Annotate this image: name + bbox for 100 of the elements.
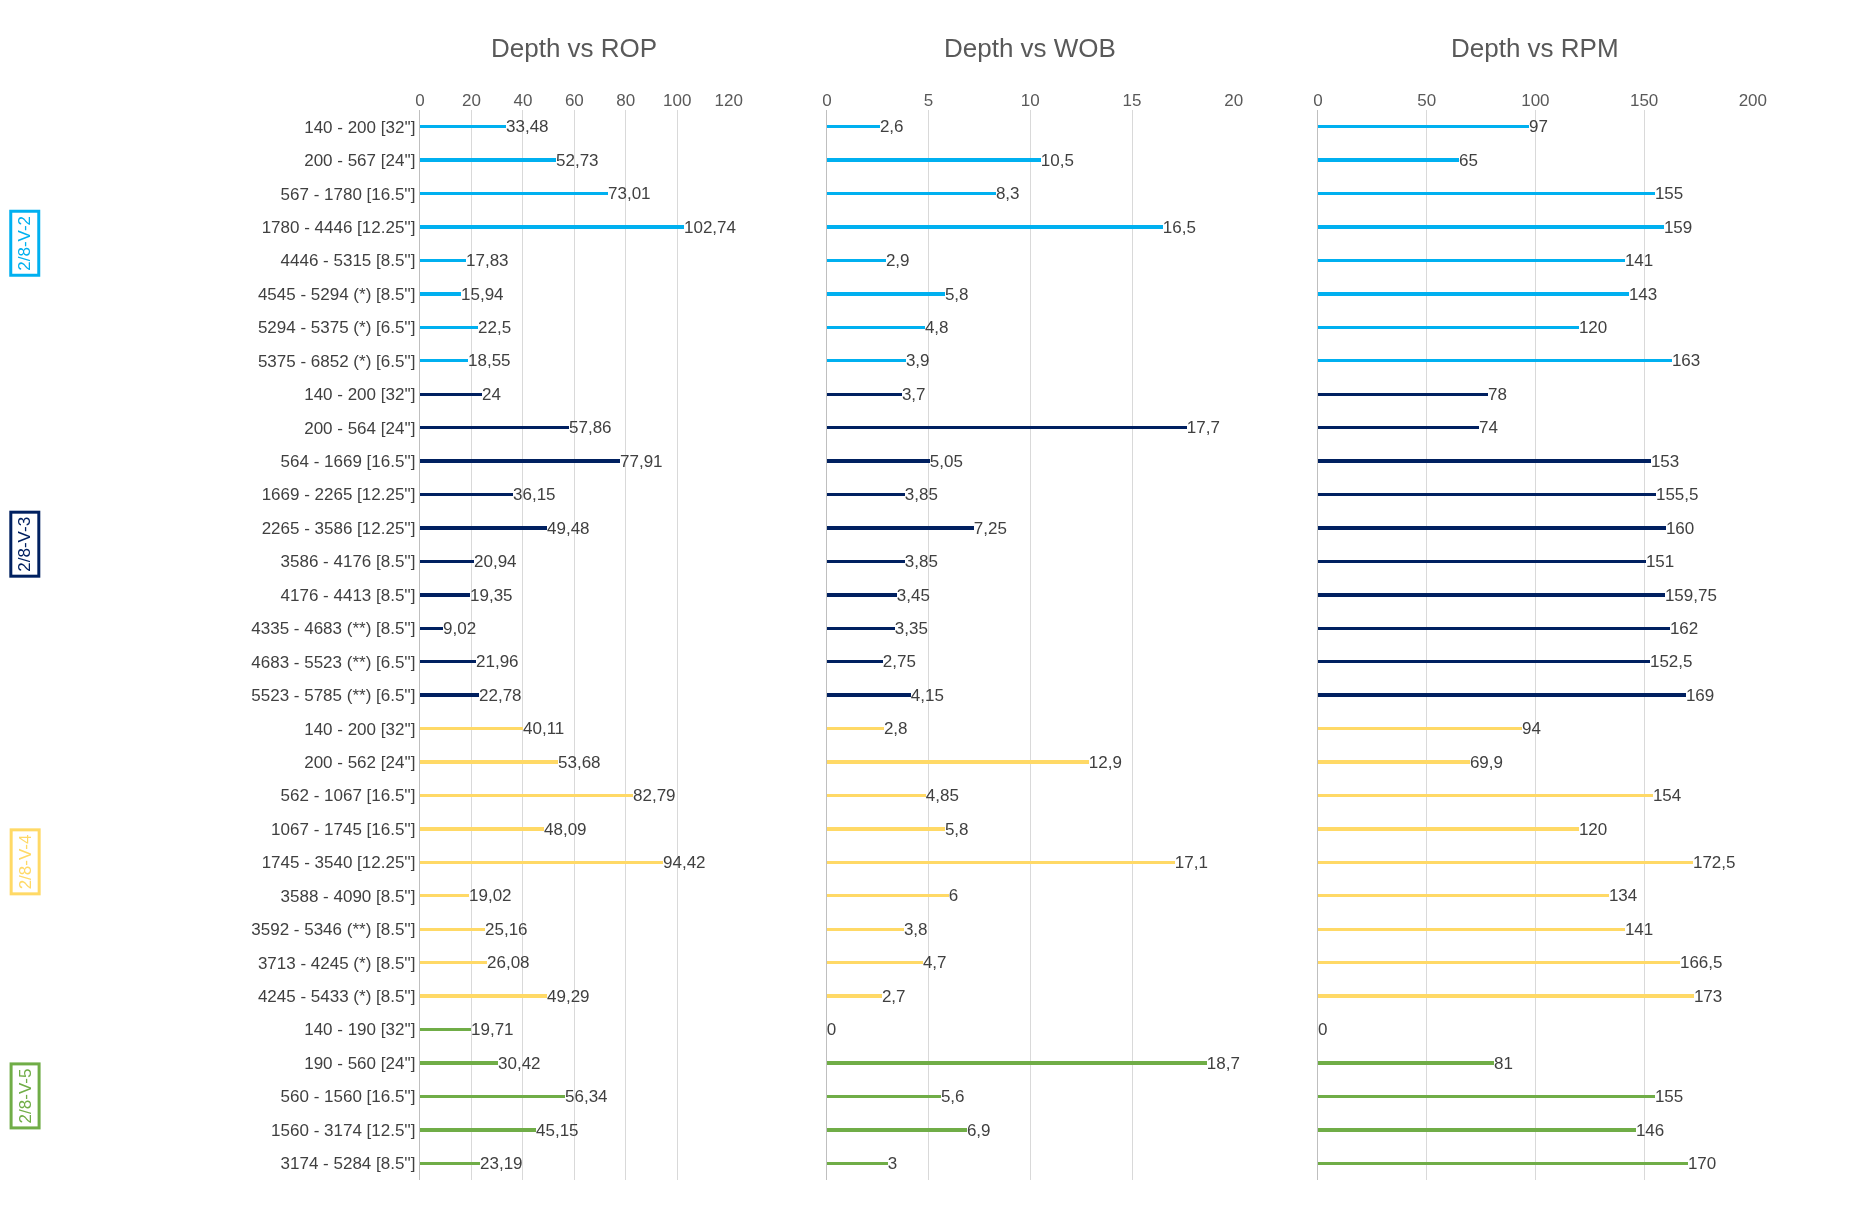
bar (1317, 192, 1655, 195)
data-label: 155 (1654, 1087, 1684, 1106)
bar (420, 225, 684, 229)
data-label: 19,35 (470, 585, 513, 605)
data-label: 5,8 (944, 819, 969, 839)
bar (1317, 894, 1609, 897)
data-label: 9,02 (443, 619, 477, 638)
bar (1317, 1128, 1636, 1132)
data-label: 120 (1578, 819, 1608, 839)
bar (826, 994, 882, 998)
data-label: 25,16 (485, 920, 528, 939)
data-label: 26,08 (487, 953, 530, 972)
bar (826, 560, 905, 563)
y-tick-label: 1560 - 3174 [12.5''] (271, 1120, 416, 1140)
data-label: 4,85 (925, 786, 959, 805)
bar (420, 627, 443, 630)
x-tick-label: 200 (1738, 90, 1768, 110)
y-tick-label: 4683 - 5523 (**) [6.5''] (251, 652, 416, 672)
bar (1317, 693, 1686, 697)
bar (420, 593, 470, 597)
data-label: 166,5 (1679, 953, 1723, 972)
bar (1317, 627, 1670, 630)
bar (1317, 158, 1459, 162)
bar (826, 760, 1089, 764)
data-label: 8,3 (995, 184, 1020, 203)
data-label: 134 (1608, 886, 1638, 905)
y-tick-label: 1780 - 4446 [12.25''] (261, 217, 416, 237)
bar (420, 693, 479, 697)
data-label: 143 (1628, 284, 1658, 304)
data-label: 173 (1693, 986, 1723, 1006)
bar (1317, 393, 1488, 396)
data-label: 53,68 (558, 752, 601, 772)
data-label: 97 (1528, 117, 1548, 136)
data-label: 3,7 (901, 385, 926, 404)
bar (420, 660, 476, 663)
y-tick-label: 4545 - 5294 (*) [8.5''] (257, 284, 416, 304)
y-tick-label: 4335 - 4683 (**) [8.5''] (251, 619, 416, 639)
data-label: 0 (1317, 1020, 1328, 1039)
x-tick-label: 15 (1122, 90, 1142, 110)
data-label: 22,78 (479, 685, 522, 705)
bar (1317, 760, 1470, 764)
data-label: 52,73 (556, 150, 599, 170)
text: 2/8-V-3 (15, 516, 35, 572)
bar (1317, 326, 1579, 329)
bar (826, 426, 1187, 429)
bar (826, 727, 884, 730)
y-tick-label: 3713 - 4245 (*) [8.5''] (257, 953, 416, 973)
bar (420, 158, 556, 162)
bar (1317, 1061, 1494, 1065)
y-tick-label: 190 - 560 [24''] (304, 1053, 416, 1073)
bar (826, 928, 904, 931)
bar (420, 426, 569, 429)
y-tick-label: 140 - 200 [32''] (304, 719, 416, 739)
bar (420, 727, 523, 730)
data-label: 146 (1635, 1120, 1665, 1140)
data-label: 5,6 (940, 1087, 965, 1106)
bar (826, 359, 906, 362)
data-label: 36,15 (513, 485, 556, 504)
data-label: 73,01 (608, 184, 651, 203)
data-label: 159,75 (1664, 585, 1717, 605)
data-label: 33,48 (506, 117, 549, 136)
y-tick-label: 200 - 567 [24''] (304, 151, 416, 171)
x-tick-label: 120 (714, 90, 743, 110)
y-tick-label: 3586 - 4176 [8.5''] (280, 552, 416, 572)
bar (420, 1061, 498, 1065)
bar (420, 493, 513, 496)
bar (826, 1162, 888, 1165)
data-label: 18,7 (1206, 1053, 1240, 1073)
y-tick-label: 140 - 200 [32''] (304, 385, 416, 405)
bar (420, 1028, 471, 1031)
x-tick-label: 0 (1313, 90, 1323, 110)
bar (1317, 1095, 1655, 1098)
x-tick-label: 60 (564, 90, 584, 110)
data-label: 3,35 (894, 619, 928, 638)
bar (420, 393, 482, 396)
data-label: 16,5 (1162, 217, 1196, 237)
data-label: 151 (1645, 552, 1675, 571)
data-label: 40,11 (523, 719, 565, 738)
data-label: 7,25 (973, 518, 1007, 538)
y-tick-label: 4176 - 4413 [8.5''] (280, 585, 416, 605)
bar (1317, 526, 1666, 530)
text: 2/8-V-4 (15, 834, 35, 890)
data-label: 3,9 (905, 351, 930, 370)
bar (1317, 426, 1479, 429)
data-label: 102,74 (684, 217, 736, 237)
bar (1317, 125, 1529, 128)
data-label: 3,8 (903, 920, 928, 939)
data-label: 49,29 (547, 986, 590, 1006)
bar (1317, 1162, 1688, 1165)
data-label: 15,94 (461, 284, 504, 304)
data-label: 19,71 (471, 1020, 514, 1039)
data-label: 5,05 (929, 451, 963, 471)
bar (1317, 827, 1579, 831)
data-label: 94,42 (663, 853, 706, 872)
y-tick-label: 1067 - 1745 [16.5''] (271, 819, 416, 839)
data-label: 154 (1652, 786, 1682, 805)
text: 2/8-V-2 (15, 215, 35, 271)
bar (826, 861, 1175, 864)
y-tick-label: 200 - 562 [24''] (304, 752, 416, 772)
x-tick-label: 10 (1020, 90, 1040, 110)
